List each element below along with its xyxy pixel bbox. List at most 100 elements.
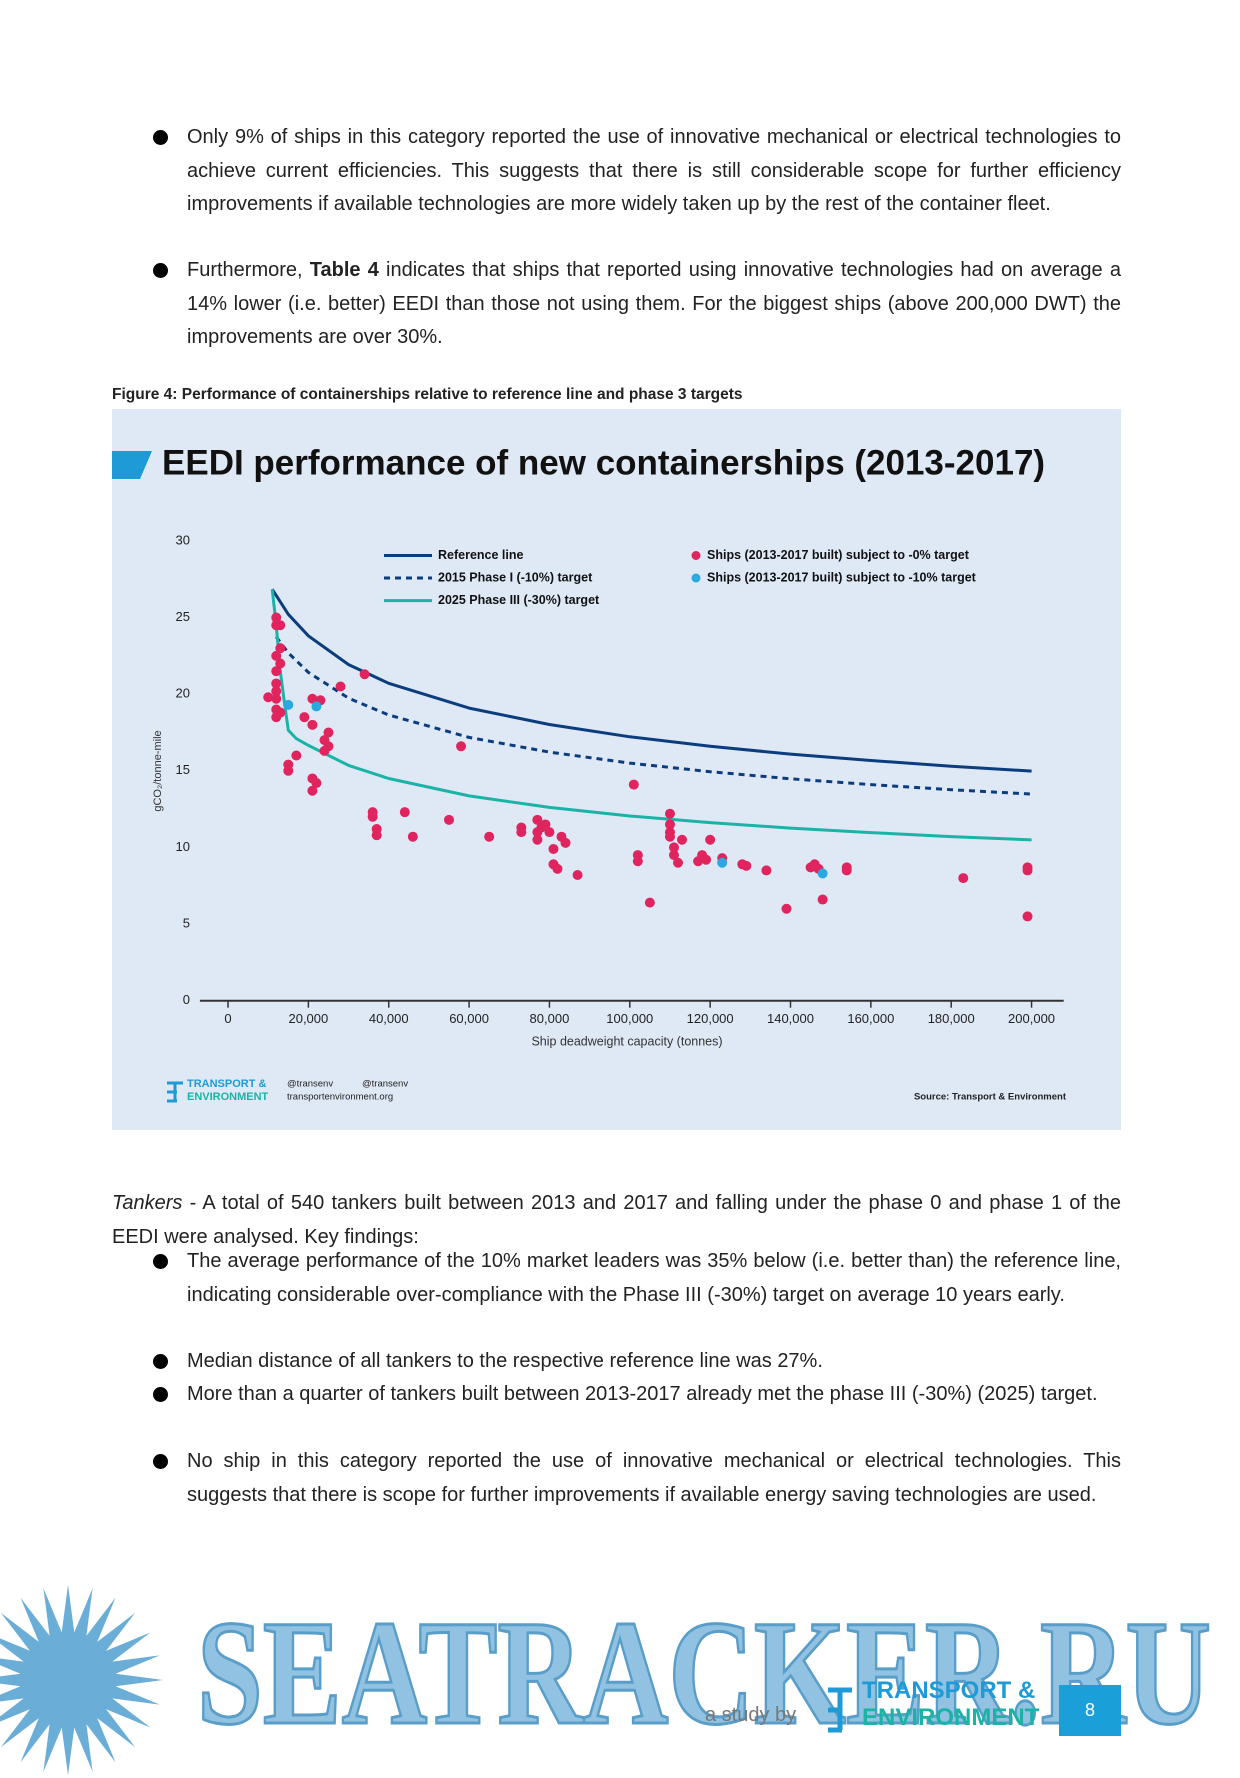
data-point xyxy=(717,857,728,868)
watermark: SEATRACKER.RU xyxy=(197,1590,1211,1756)
data-point xyxy=(632,856,643,867)
logo-text: ENVIRONMENT xyxy=(187,1091,269,1103)
data-point xyxy=(263,692,274,703)
bullet-text: indicates that ships that reported using… xyxy=(187,259,1121,348)
data-point xyxy=(323,741,334,752)
bullet-item: More than a quarter of tankers built bet… xyxy=(153,1378,1121,1412)
data-point xyxy=(271,678,282,689)
data-point xyxy=(1022,911,1033,922)
legend-marker xyxy=(691,551,701,560)
data-point xyxy=(283,765,294,776)
chart-background xyxy=(112,409,1121,1130)
data-point xyxy=(307,719,318,730)
title-marker xyxy=(112,451,152,479)
bullet-item: Median distance of all tankers to the re… xyxy=(153,1345,1121,1379)
data-point xyxy=(817,868,828,879)
y-tick-label: 10 xyxy=(176,839,190,854)
website: transportenvironment.org xyxy=(287,1092,393,1103)
x-tick-label: 40,000 xyxy=(369,1011,409,1026)
footer-logo: ENVIRONMENT xyxy=(862,1704,1040,1731)
legend-label: Ships (2013-2017 built) subject to -0% t… xyxy=(707,548,970,562)
study-by: a study by xyxy=(705,1704,796,1726)
data-point xyxy=(644,897,655,908)
data-point xyxy=(275,643,286,654)
y-tick-label: 0 xyxy=(183,992,190,1007)
data-point xyxy=(456,741,467,752)
data-point xyxy=(271,686,282,697)
y-tick-label: 25 xyxy=(176,609,190,624)
x-tick-label: 160,000 xyxy=(847,1011,894,1026)
x-tick-label: 200,000 xyxy=(1008,1011,1055,1026)
data-point xyxy=(299,712,310,723)
twitter: @transenv xyxy=(287,1079,333,1090)
data-point xyxy=(271,666,282,677)
data-point xyxy=(628,779,639,790)
legend-label: 2025 Phase III (-30%) target xyxy=(438,593,600,607)
data-point xyxy=(283,699,294,710)
x-tick-label: 80,000 xyxy=(530,1011,570,1026)
data-point xyxy=(516,827,527,838)
y-tick-label: 15 xyxy=(176,762,190,777)
data-point xyxy=(817,894,828,905)
data-point xyxy=(532,814,543,825)
data-point xyxy=(307,785,318,796)
footer-logo: TRANSPORT & xyxy=(862,1677,1035,1704)
x-tick-label: 0 xyxy=(224,1011,231,1026)
x-tick-label: 100,000 xyxy=(606,1011,653,1026)
data-point xyxy=(443,814,454,825)
data-point xyxy=(275,658,286,669)
footer-logo-icon xyxy=(828,1687,852,1733)
legend-label: 2015 Phase I (-10%) target xyxy=(438,570,593,584)
data-point xyxy=(399,807,410,818)
y-tick-label: 20 xyxy=(176,686,190,701)
legend-marker xyxy=(691,573,701,583)
data-point xyxy=(275,620,286,631)
chart-title: EEDI performance of new containerships (… xyxy=(162,443,1045,482)
data-point xyxy=(664,819,675,830)
data-point xyxy=(781,903,792,914)
data-point xyxy=(484,831,495,842)
data-point xyxy=(560,837,571,848)
tankers-text: - A total of 540 tankers built between 2… xyxy=(112,1192,1121,1248)
data-point xyxy=(335,681,346,692)
facebook: @transenv xyxy=(362,1079,408,1090)
data-point xyxy=(367,811,378,822)
line-series xyxy=(270,589,1032,842)
watermark-sun xyxy=(0,1585,163,1775)
data-point xyxy=(271,650,282,661)
data-point xyxy=(307,693,318,704)
chart: EEDI performance of new containerships (… xyxy=(112,409,1121,1130)
data-point xyxy=(1022,865,1033,876)
x-tick-label: 140,000 xyxy=(767,1011,814,1026)
line-series xyxy=(275,635,1032,796)
bullet-text: Only 9% of ships in this category report… xyxy=(187,126,1121,215)
y-tick-label: 5 xyxy=(183,916,190,931)
page-box xyxy=(1059,1685,1121,1736)
data-point xyxy=(705,834,716,845)
data-point xyxy=(271,612,282,623)
data-point xyxy=(359,669,370,680)
data-point xyxy=(701,854,712,865)
data-point xyxy=(548,843,559,854)
tankers-label: Tankers xyxy=(112,1192,183,1214)
data-point xyxy=(371,830,382,841)
data-point xyxy=(544,827,555,838)
y-axis-label: gCO₂/tonne-mile xyxy=(152,730,164,811)
x-tick-label: 180,000 xyxy=(928,1011,975,1026)
data-point xyxy=(271,693,282,704)
x-tick-label: 120,000 xyxy=(687,1011,734,1026)
bullet-item: Only 9% of ships in this category report… xyxy=(153,121,1121,222)
data-point xyxy=(668,850,679,861)
x-axis-label: Ship deadweight capacity (tonnes) xyxy=(531,1034,722,1048)
x-tick-label: 20,000 xyxy=(288,1011,328,1026)
x-tick-label: 60,000 xyxy=(449,1011,489,1026)
bullet-item: No ship in this category reported the us… xyxy=(153,1445,1121,1512)
data-point xyxy=(323,727,334,738)
data-point xyxy=(407,831,418,842)
data-point xyxy=(275,707,286,718)
legend-label: Reference line xyxy=(438,548,524,562)
figure-caption: Figure 4: Performance of containerships … xyxy=(112,386,743,403)
data-point xyxy=(673,857,684,868)
data-point xyxy=(958,873,969,884)
